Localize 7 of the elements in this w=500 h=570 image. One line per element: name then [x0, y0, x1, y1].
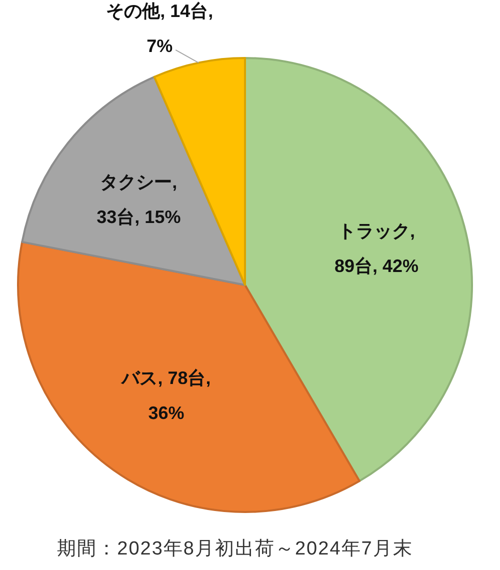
text: 期間：2023年8月初出荷～2024年7月末 [57, 538, 413, 560]
slice-label: タクシー, 33台, 15% [96, 170, 181, 229]
slice-label: その他, 14台, 7% [106, 0, 214, 58]
pie-slice [244, 57, 473, 482]
slice-label: トラック, 89台, 42% [334, 220, 418, 278]
slice-label: バス, 78台, 36% [122, 367, 211, 426]
pie-slice [21, 76, 246, 286]
